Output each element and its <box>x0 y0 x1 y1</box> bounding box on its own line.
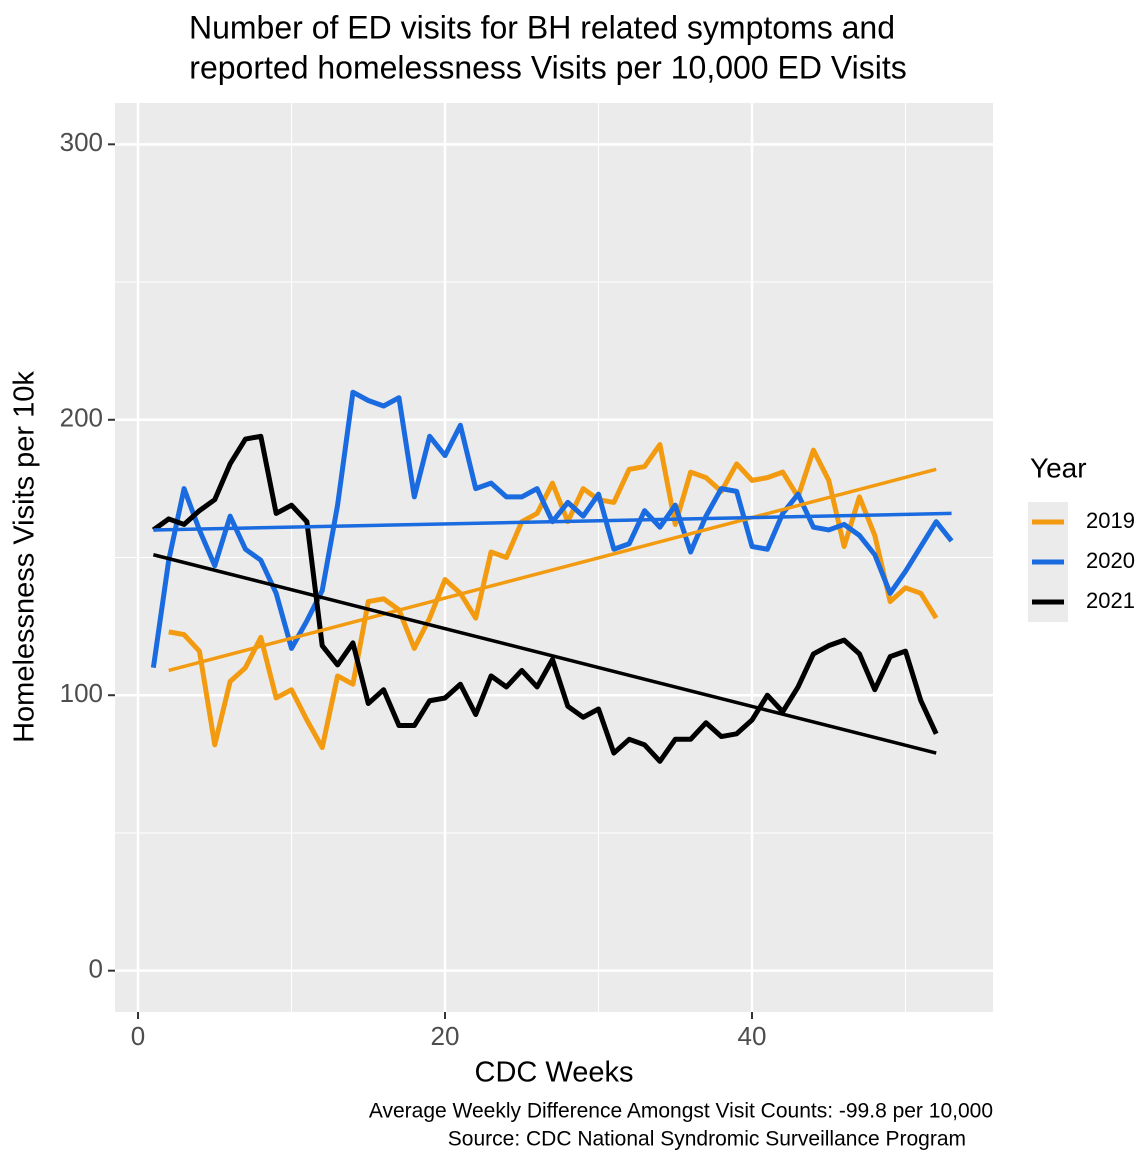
y-tick-label: 200 <box>60 403 103 433</box>
caption: Average Weekly Difference Amongst Visit … <box>369 1100 993 1123</box>
x-axis-title: CDC Weeks <box>475 1057 634 1089</box>
x-tick-label: 0 <box>131 1021 145 1051</box>
trend-line <box>152 553 937 755</box>
chart-title: reported homelessness Visits per 10,000 … <box>189 49 906 85</box>
x-tick-label: 20 <box>431 1021 460 1051</box>
legend-label: 2021 <box>1086 588 1135 613</box>
trend-line <box>153 511 952 532</box>
x-tick-label: 40 <box>738 1021 767 1051</box>
data-line <box>151 433 939 764</box>
data-line <box>168 442 939 751</box>
y-axis-title: Homelessness Visits per 10k <box>9 371 41 743</box>
trend-line <box>168 467 937 673</box>
y-tick-label: 0 <box>89 954 103 984</box>
legend-label: 2020 <box>1086 548 1135 573</box>
caption: Source: CDC National Syndromic Surveilla… <box>448 1128 966 1151</box>
chart-title: Number of ED visits for BH related sympt… <box>189 9 895 45</box>
y-tick-label: 100 <box>60 678 103 708</box>
legend-title: Year <box>1030 452 1087 483</box>
legend-label: 2019 <box>1086 508 1135 533</box>
y-tick-label: 300 <box>60 127 103 157</box>
